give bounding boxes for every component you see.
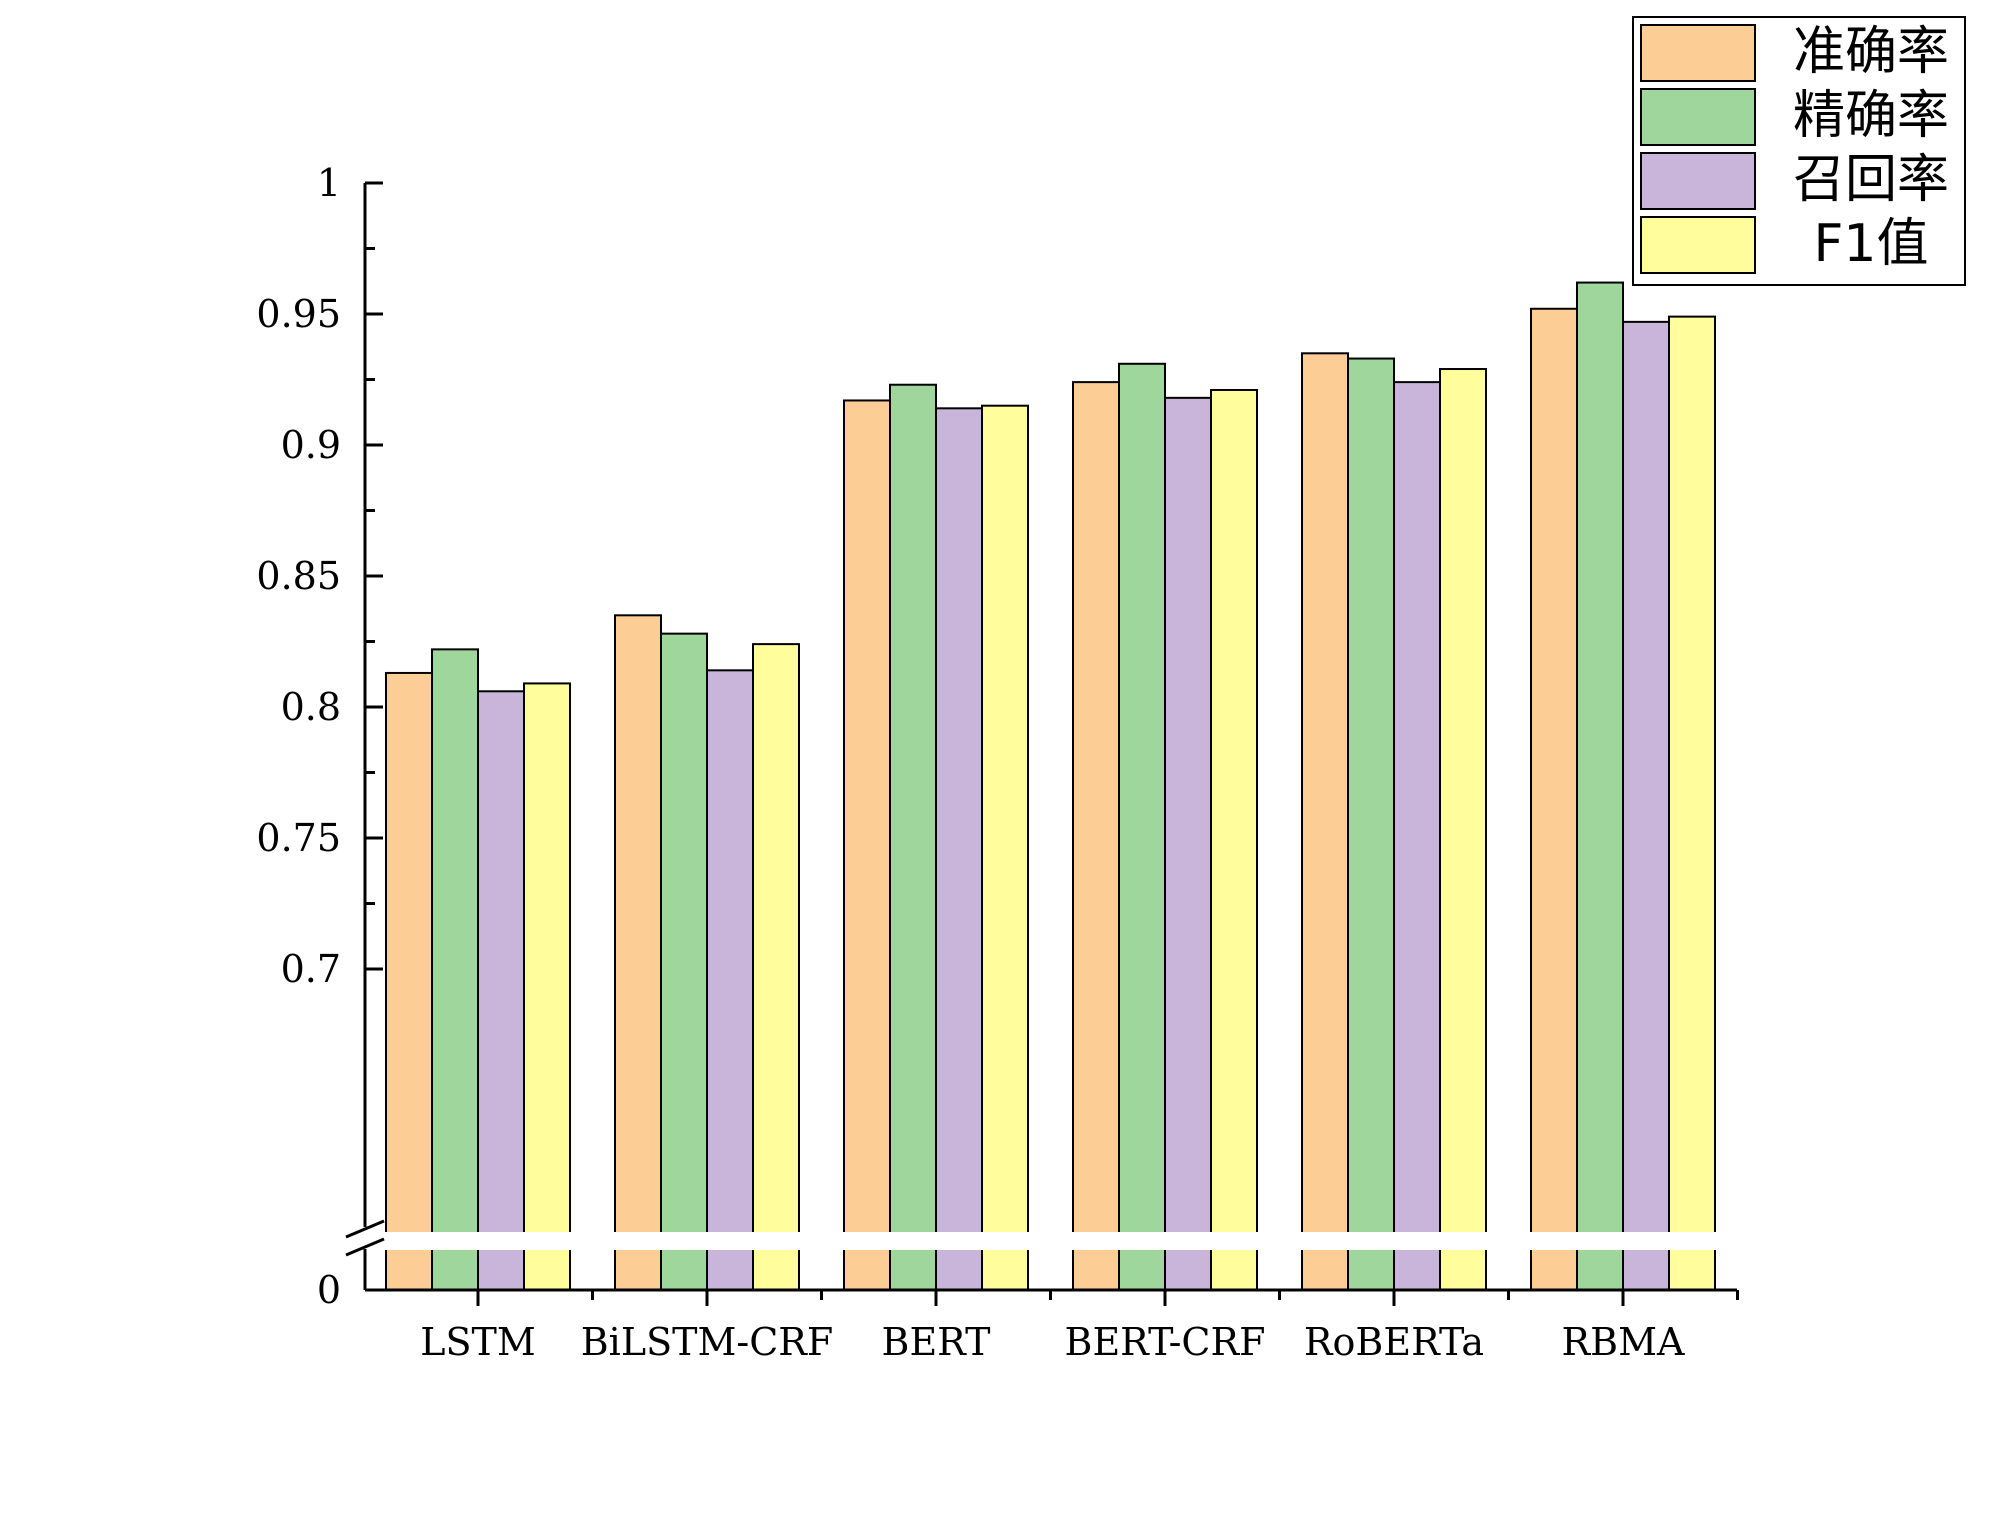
y-tick-label: 1 [317, 161, 341, 205]
bar-BiLSTM-CRF-精确率 [660, 632, 708, 1291]
axes: 1 0.95 0.9 0.85 0.8 0.75 0.7 0 LSTM BiLSTM-CRF BER… [256, 161, 1739, 1364]
x-tick-label: RoBERTa [1304, 1320, 1484, 1364]
legend-swatch [1640, 88, 1756, 146]
y-tick-label: 0 [317, 1268, 341, 1312]
bar-BERT-F1值 [981, 404, 1029, 1291]
bars-layer [385, 281, 1716, 1292]
bar-RBMA-精确率 [1576, 281, 1624, 1291]
bar-LSTM-准确率 [385, 671, 433, 1291]
y-tick-label: 0.8 [281, 685, 341, 729]
bar-RoBERTa-F1值 [1439, 368, 1487, 1291]
legend-label: 精确率 [1793, 86, 1949, 146]
bar-LSTM-F1值 [523, 682, 571, 1291]
axis-break [345, 1219, 1740, 1257]
y-tick-label: 0.85 [256, 554, 341, 598]
legend-label: F1值 [1814, 214, 1929, 274]
y-tick-label: 0.75 [256, 816, 341, 860]
bar-BiLSTM-CRF-准确率 [614, 614, 662, 1291]
legend-label: 召回率 [1793, 150, 1949, 210]
bar-RBMA-F1值 [1668, 315, 1716, 1291]
bar-BiLSTM-CRF-召回率 [706, 669, 754, 1291]
bar-RoBERTa-召回率 [1393, 381, 1441, 1291]
legend-swatch [1640, 216, 1756, 274]
bar-RBMA-准确率 [1530, 307, 1578, 1291]
bar-BERT-CRF-精确率 [1118, 362, 1166, 1291]
y-tick-label: 0.7 [281, 947, 341, 991]
axis-break-slash [345, 1219, 385, 1239]
legend-swatch [1640, 152, 1756, 210]
x-tick-label: BiLSTM-CRF [581, 1320, 834, 1364]
x-tick-label: LSTM [420, 1320, 536, 1364]
bar-RoBERTa-准确率 [1301, 352, 1349, 1291]
bar-RBMA-召回率 [1622, 320, 1670, 1291]
bar-BiLSTM-CRF-F1值 [752, 643, 800, 1291]
legend-label: 准确率 [1793, 22, 1949, 82]
axis-break-slash [345, 1237, 385, 1257]
bar-BERT-CRF-准确率 [1072, 381, 1120, 1291]
bar-BERT-CRF-F1值 [1210, 388, 1258, 1292]
bar-BERT-CRF-召回率 [1164, 396, 1212, 1291]
x-tick-label: BERT [882, 1320, 991, 1364]
y-tick-label: 0.95 [256, 292, 341, 336]
bar-BERT-召回率 [935, 407, 983, 1291]
bar-RoBERTa-精确率 [1347, 357, 1395, 1292]
y-tick-label: 0.9 [281, 423, 341, 467]
bar-LSTM-召回率 [477, 690, 525, 1291]
axis-break-band [370, 1232, 1740, 1250]
bar-LSTM-精确率 [431, 648, 479, 1291]
bar-BERT-精确率 [889, 383, 937, 1291]
legend-swatch [1640, 24, 1756, 82]
x-tick-label: BERT-CRF [1065, 1320, 1266, 1364]
x-tick-label: RBMA [1562, 1320, 1685, 1364]
bar-BERT-准确率 [843, 399, 891, 1291]
